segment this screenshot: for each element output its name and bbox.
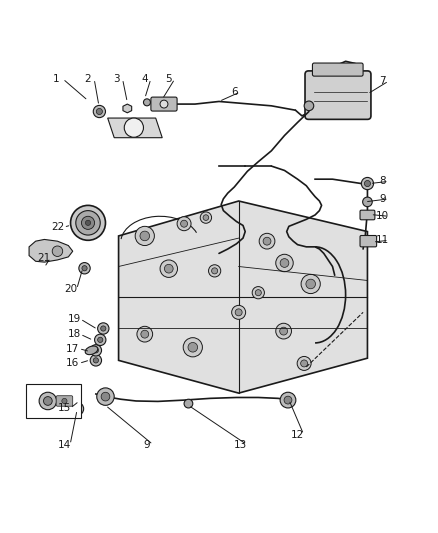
Circle shape	[177, 217, 191, 231]
Text: 8: 8	[379, 176, 386, 187]
FancyBboxPatch shape	[151, 97, 177, 111]
Circle shape	[284, 396, 292, 404]
Circle shape	[180, 220, 187, 227]
Circle shape	[82, 265, 87, 271]
Circle shape	[364, 181, 371, 187]
Circle shape	[93, 348, 99, 353]
Circle shape	[232, 305, 246, 319]
Text: 1: 1	[53, 74, 60, 84]
FancyBboxPatch shape	[312, 63, 363, 76]
Circle shape	[212, 268, 218, 274]
Text: 21: 21	[38, 253, 51, 263]
Circle shape	[79, 263, 90, 274]
Circle shape	[90, 345, 102, 356]
Circle shape	[71, 402, 84, 415]
Circle shape	[301, 274, 320, 294]
Circle shape	[280, 392, 296, 408]
Circle shape	[124, 118, 144, 138]
Text: 6: 6	[231, 87, 237, 97]
Circle shape	[160, 100, 168, 108]
FancyBboxPatch shape	[360, 210, 375, 220]
Polygon shape	[108, 118, 162, 138]
Circle shape	[300, 360, 307, 367]
Ellipse shape	[85, 346, 98, 354]
Circle shape	[93, 106, 106, 118]
Circle shape	[200, 212, 212, 223]
Circle shape	[71, 205, 106, 240]
Circle shape	[304, 101, 314, 111]
Text: 18: 18	[67, 329, 81, 339]
Circle shape	[183, 338, 202, 357]
Circle shape	[276, 323, 291, 339]
Bar	[26, 384, 81, 418]
Text: 12: 12	[291, 430, 304, 440]
FancyBboxPatch shape	[360, 236, 377, 247]
Polygon shape	[29, 239, 73, 262]
Circle shape	[208, 265, 221, 277]
Text: 15: 15	[57, 403, 71, 414]
Circle shape	[280, 259, 289, 268]
Circle shape	[98, 337, 103, 343]
Circle shape	[276, 254, 293, 272]
Circle shape	[141, 330, 149, 338]
Text: 4: 4	[141, 74, 148, 84]
Circle shape	[98, 323, 109, 334]
Polygon shape	[123, 104, 132, 113]
Text: 9: 9	[144, 440, 150, 450]
Text: 17: 17	[66, 344, 79, 353]
Circle shape	[81, 216, 95, 229]
Circle shape	[97, 388, 114, 405]
Circle shape	[90, 354, 102, 366]
Text: 3: 3	[113, 74, 120, 84]
Polygon shape	[119, 201, 367, 393]
Text: 22: 22	[51, 222, 64, 232]
Circle shape	[85, 220, 91, 225]
Circle shape	[184, 399, 193, 408]
Circle shape	[164, 264, 173, 273]
Circle shape	[52, 246, 63, 256]
Text: 20: 20	[64, 284, 77, 294]
Circle shape	[62, 398, 67, 403]
Circle shape	[101, 326, 106, 331]
Text: 16: 16	[66, 358, 79, 368]
Circle shape	[306, 279, 315, 289]
Circle shape	[235, 309, 242, 316]
Circle shape	[297, 357, 311, 370]
Circle shape	[137, 326, 152, 342]
Circle shape	[39, 392, 57, 410]
Circle shape	[255, 289, 261, 296]
Circle shape	[93, 358, 99, 363]
Circle shape	[263, 237, 271, 245]
Text: 2: 2	[85, 74, 92, 84]
Text: 14: 14	[57, 440, 71, 450]
Text: 9: 9	[379, 194, 386, 204]
Text: 13: 13	[234, 440, 247, 450]
Circle shape	[361, 177, 374, 190]
Circle shape	[363, 197, 372, 207]
Circle shape	[203, 215, 209, 221]
Circle shape	[160, 260, 177, 277]
FancyBboxPatch shape	[305, 71, 371, 119]
Circle shape	[140, 231, 150, 241]
Text: 10: 10	[376, 211, 389, 221]
Circle shape	[188, 343, 198, 352]
Circle shape	[259, 233, 275, 249]
Text: 5: 5	[166, 74, 172, 84]
Text: 11: 11	[376, 235, 389, 245]
Circle shape	[96, 108, 102, 115]
Circle shape	[101, 392, 110, 401]
Circle shape	[95, 334, 106, 345]
Circle shape	[135, 227, 154, 246]
Text: 7: 7	[379, 76, 386, 86]
Text: 19: 19	[67, 314, 81, 324]
Circle shape	[74, 406, 80, 412]
Circle shape	[144, 99, 150, 106]
Circle shape	[280, 327, 288, 335]
Circle shape	[76, 211, 100, 235]
Circle shape	[252, 287, 265, 299]
Circle shape	[43, 397, 52, 405]
FancyBboxPatch shape	[56, 395, 73, 406]
